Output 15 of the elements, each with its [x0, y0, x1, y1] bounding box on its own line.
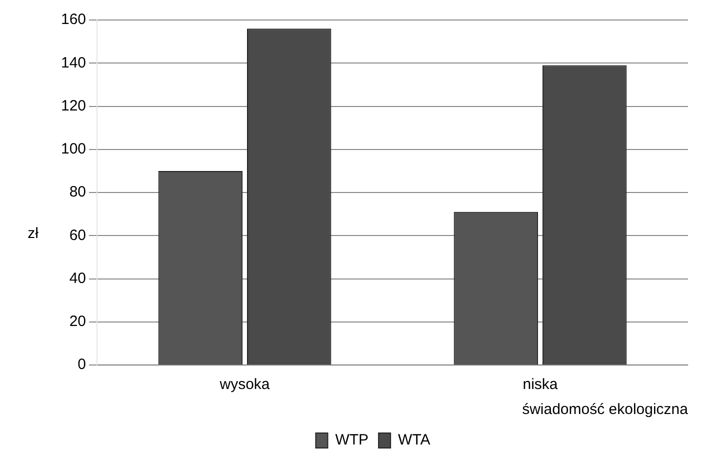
y-tick-label: 60 — [69, 226, 86, 244]
y-tick-label: 160 — [60, 11, 86, 28]
legend-label: WTA — [398, 432, 430, 449]
y-tick-label: 80 — [69, 184, 86, 201]
y-axis-title: zł — [26, 224, 40, 242]
y-tick-label: 20 — [69, 313, 86, 330]
y-tick-label: 100 — [60, 140, 86, 158]
legend-label: WTP — [335, 432, 369, 449]
x-axis-title: świadomość ekologiczna — [522, 401, 689, 418]
y-tick-label: 40 — [69, 270, 86, 287]
y-tick-label: 140 — [60, 54, 86, 72]
y-tick-label: 0 — [78, 356, 86, 374]
x-tick-label: wysoka — [218, 376, 270, 394]
x-tick-label: niska — [522, 376, 558, 394]
y-tick-label: 120 — [60, 97, 86, 114]
